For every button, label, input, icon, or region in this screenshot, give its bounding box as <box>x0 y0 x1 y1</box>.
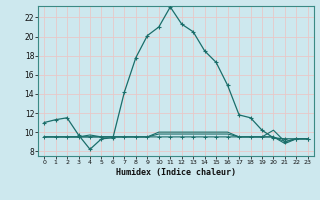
X-axis label: Humidex (Indice chaleur): Humidex (Indice chaleur) <box>116 168 236 177</box>
